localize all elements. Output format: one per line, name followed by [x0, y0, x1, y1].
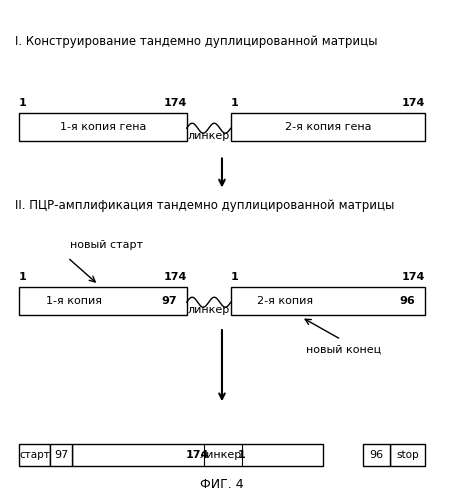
Text: 96: 96 — [400, 296, 415, 306]
FancyBboxPatch shape — [72, 444, 323, 466]
Text: I. Конструирование тандемно дуплицированной матрицы: I. Конструирование тандемно дуплицирован… — [15, 34, 377, 48]
Text: 1: 1 — [231, 272, 239, 282]
Text: 174: 174 — [186, 450, 210, 460]
Text: II. ПЦР-амплификация тандемно дуплицированной матрицы: II. ПЦР-амплификация тандемно дуплициров… — [15, 198, 394, 212]
FancyBboxPatch shape — [363, 444, 390, 466]
FancyBboxPatch shape — [231, 288, 425, 314]
Text: 97: 97 — [161, 296, 177, 306]
FancyBboxPatch shape — [19, 114, 187, 140]
Text: линкер: линкер — [188, 304, 230, 314]
Text: 174: 174 — [401, 98, 425, 108]
FancyBboxPatch shape — [19, 444, 50, 466]
Text: старт: старт — [19, 450, 50, 460]
Text: 2-я копия: 2-я копия — [257, 296, 313, 306]
Text: линкер: линкер — [200, 450, 242, 460]
Text: линкер: линкер — [188, 130, 230, 140]
Text: 1: 1 — [238, 450, 246, 460]
Text: новый старт: новый старт — [70, 240, 143, 250]
Text: 96: 96 — [369, 450, 384, 460]
Text: ФИГ. 4: ФИГ. 4 — [200, 478, 244, 491]
Text: новый конец: новый конец — [306, 344, 381, 354]
Text: 1: 1 — [19, 272, 27, 282]
Text: 1-я копия гена: 1-я копия гена — [60, 122, 146, 132]
Text: 174: 174 — [163, 98, 187, 108]
Text: 1-я копия: 1-я копия — [46, 296, 102, 306]
Text: 1: 1 — [19, 98, 27, 108]
Text: stop: stop — [396, 450, 419, 460]
Text: 174: 174 — [401, 272, 425, 282]
FancyBboxPatch shape — [390, 444, 425, 466]
Text: 2-я копия гена: 2-я копия гена — [285, 122, 371, 132]
FancyBboxPatch shape — [50, 444, 72, 466]
Text: 1: 1 — [231, 98, 239, 108]
Text: 174: 174 — [163, 272, 187, 282]
FancyBboxPatch shape — [19, 288, 187, 314]
Text: 97: 97 — [54, 450, 68, 460]
FancyBboxPatch shape — [231, 114, 425, 140]
